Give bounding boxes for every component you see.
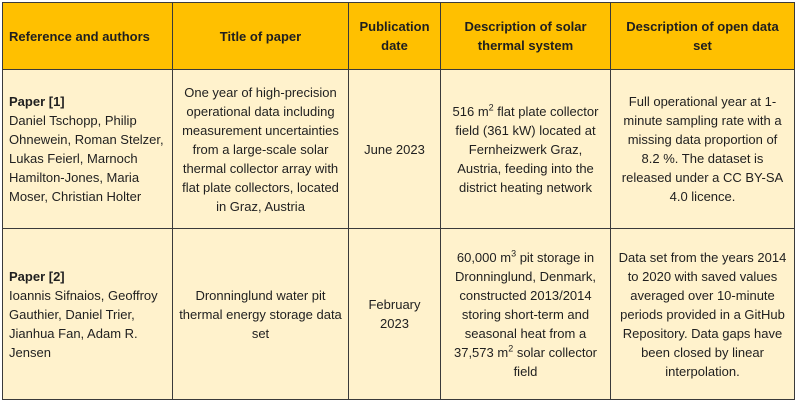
system-text: pit storage in Dronninglund, Denmark, co… bbox=[453, 249, 596, 360]
system-cell: 60,000 m3 pit storage in Dronninglund, D… bbox=[440, 228, 611, 400]
superscript: 3 bbox=[511, 248, 517, 259]
header-title: Title of paper bbox=[172, 2, 349, 70]
title-cell: Dronninglund water pit thermal energy st… bbox=[172, 228, 349, 400]
system-text: flat plate collector field (361 kW) loca… bbox=[455, 103, 599, 195]
header-open-data-set: Description of open data set bbox=[610, 2, 795, 70]
header-reference-authors: Reference and authors bbox=[2, 2, 173, 70]
system-text: 60,000 m bbox=[456, 249, 512, 265]
reference-cell: Paper [2] Ioannis Sifnaios, Geoffroy Gau… bbox=[2, 228, 173, 400]
reference-cell: Paper [1] Daniel Tschopp, Philip Ohnewei… bbox=[2, 69, 173, 229]
paper-id: Paper [2] bbox=[9, 268, 65, 284]
paper-id: Paper [1] bbox=[9, 94, 65, 109]
system-cell: 516 m2 flat plate collector field (361 k… bbox=[440, 69, 611, 229]
title-cell: One year of high-precision operational d… bbox=[172, 69, 349, 229]
date-cell: February 2023 bbox=[348, 228, 441, 400]
header-publication-date: Publication date bbox=[348, 2, 441, 70]
table-row: Paper [2] Ioannis Sifnaios, Geoffroy Gau… bbox=[2, 228, 795, 400]
header-row: Reference and authors Title of paper Pub… bbox=[2, 2, 795, 70]
authors: Daniel Tschopp, Philip Ohnewein, Roman S… bbox=[9, 113, 164, 204]
system-text: 516 m bbox=[452, 103, 489, 119]
header-solar-system: Description of solar thermal system bbox=[440, 2, 611, 70]
dataset-cell: Full operational year at 1-minute sampli… bbox=[610, 69, 795, 229]
system-text: solar collector field bbox=[513, 344, 598, 379]
table-container: Reference and authors Title of paper Pub… bbox=[2, 2, 795, 400]
superscript: 2 bbox=[488, 102, 494, 113]
superscript: 2 bbox=[508, 343, 514, 354]
date-cell: June 2023 bbox=[348, 69, 441, 229]
table-row: Paper [1] Daniel Tschopp, Philip Ohnewei… bbox=[2, 69, 795, 229]
authors: Ioannis Sifnaios, Geoffroy Gauthier, Dan… bbox=[9, 287, 158, 360]
papers-table: Reference and authors Title of paper Pub… bbox=[2, 2, 795, 400]
dataset-cell: Data set from the years 2014 to 2020 wit… bbox=[610, 228, 795, 400]
